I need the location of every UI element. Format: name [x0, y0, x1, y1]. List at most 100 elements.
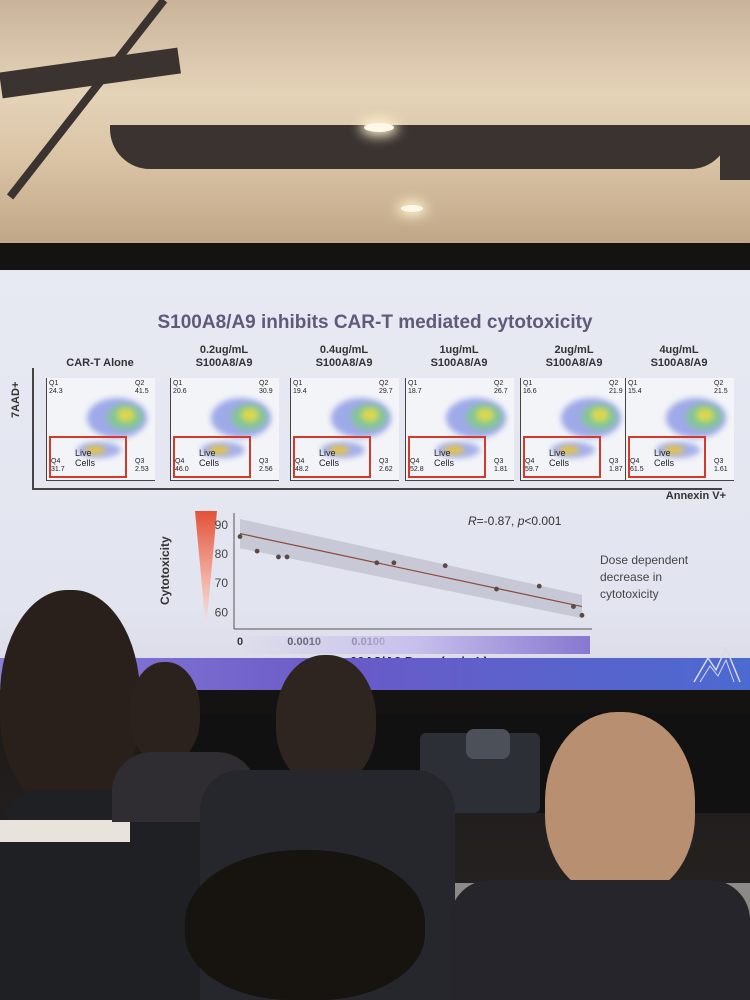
panel-heading: 4ug/mL S100A8/A9 — [615, 344, 743, 370]
stats-p-value: <0.001 — [524, 514, 562, 528]
quadrant-label: Q1 16.6 — [523, 380, 537, 395]
live-cells-box: Live Cells — [523, 436, 601, 478]
y-tick-label: 70 — [215, 576, 229, 590]
note-line: decrease in — [600, 570, 663, 584]
flow-panel: 0.2ug/mL S100A8/A9 Q1 20.6 Q2 30.9 Q4 46.0 Q3 2.5… — [170, 344, 279, 481]
flow-panel: 1ug/mL S100A8/A9 Q1 18.7 Q2 26.7 Q4 52.8 Q3 1.81 L… — [405, 344, 514, 481]
confidence-band — [240, 519, 582, 619]
data-point — [374, 560, 380, 566]
quadrant-label: Q2 21.5 — [714, 380, 728, 395]
cell-density-cloud — [85, 446, 105, 454]
quadrant-label: Q4 52.8 — [410, 458, 424, 473]
panel-heading-line: 4ug/mL — [659, 344, 699, 356]
y-axis-label: 7AAD+ — [10, 381, 22, 418]
data-point — [571, 604, 576, 609]
ceiling-beam — [720, 125, 750, 180]
cell-density-cloud — [444, 446, 464, 454]
audience-head — [185, 850, 425, 1000]
dose-gradient-bar — [238, 636, 590, 654]
live-cells-box: Live Cells — [408, 436, 486, 478]
flow-panel: 2ug/mL S100A8/A9 Q1 16.6 Q2 21.9 Q4 59.7 Q3 1.87 L… — [520, 344, 629, 481]
quadrant-label: Q3 1.61 — [714, 458, 728, 473]
x-axis-label: Annexin V+ — [665, 490, 726, 502]
y-tick-label: 80 — [215, 547, 229, 561]
quadrant-label: Q2 29.7 — [379, 380, 393, 395]
y-tick-label: 90 — [215, 518, 229, 532]
live-cells-label: Live Cells — [654, 448, 675, 468]
live-cells-label: Live Cells — [319, 448, 340, 468]
quadrant-label: Q4 61.5 — [630, 458, 644, 473]
cell-density-cloud — [664, 446, 684, 454]
quadrant-label: Q1 15.4 — [628, 380, 642, 395]
audience-head — [545, 712, 695, 897]
ceiling-beam — [6, 0, 168, 200]
flow-plot: Q1 18.7 Q2 26.7 Q4 52.8 Q3 1.81 Live Cells — [405, 378, 514, 481]
audience-head — [276, 655, 376, 785]
cell-density-cloud — [329, 446, 349, 454]
quadrant-label: Q1 19.4 — [293, 380, 307, 395]
panel-heading-line: S100A8/A9 — [430, 357, 488, 369]
flow-plot: Q1 19.4 Q2 29.7 Q4 48.2 Q3 2.62 Live Cells — [290, 378, 399, 481]
logo-icon — [693, 646, 741, 683]
scatter-svg: 9080706000.00100.01000.10001.00004.0000 — [215, 513, 592, 648]
ceiling-light — [401, 205, 423, 212]
flow-panel: CAR-T Alone Q1 24.3 Q2 41.5 Q4 31.7 Q3 2.53 Live C… — [46, 357, 155, 481]
panel-heading: 0.4ug/mL S100A8/A9 — [280, 344, 408, 370]
quadrant-label: Q2 26.7 — [494, 380, 508, 395]
quadrant-label: Q1 20.6 — [173, 380, 187, 395]
projected-slide: S100A8/A9 inhibits CAR-T mediated cytoto… — [0, 270, 750, 690]
live-cells-label: Live Cells — [199, 448, 220, 468]
flow-plot: Q1 16.6 Q2 21.9 Q4 59.7 Q3 1.87 Live Cells — [520, 378, 629, 481]
y-tick-label: 60 — [215, 605, 229, 619]
quadrant-label: Q4 31.7 — [51, 458, 65, 473]
cell-density-cloud — [241, 408, 259, 422]
flow-panel: 4ug/mL S100A8/A9 Q1 15.4 Q2 21.5 Q4 61.5 Q3 1.61 L… — [625, 344, 734, 481]
data-point — [442, 563, 448, 569]
collar — [0, 820, 130, 842]
data-point — [276, 554, 281, 560]
panel-heading-line: 0.4ug/mL — [319, 344, 369, 356]
data-point — [391, 560, 397, 566]
quadrant-label: Q2 41.5 — [135, 380, 149, 395]
live-cells-box: Live Cells — [628, 436, 706, 478]
cell-density-cloud — [696, 408, 714, 422]
camera-top — [466, 729, 510, 759]
panel-heading-line: 2ug/mL — [554, 344, 594, 356]
panel-heading-line: S100A8/A9 — [545, 357, 603, 369]
data-point — [494, 586, 499, 592]
ceiling — [0, 0, 750, 270]
y-axis-arrow — [32, 368, 34, 488]
note-line: Dose dependent — [600, 553, 689, 567]
quadrant-label: Q2 21.9 — [609, 380, 623, 395]
ceiling-beam — [110, 125, 730, 169]
data-point — [284, 554, 290, 560]
live-cells-box: Live Cells — [173, 436, 251, 478]
panel-heading: 0.2ug/mL S100A8/A9 — [160, 344, 288, 370]
stats-r: R — [468, 514, 477, 528]
cell-density-cloud — [591, 408, 609, 422]
data-point — [536, 583, 542, 589]
correlation-stats: R=-0.87, p<0.001 — [468, 514, 561, 528]
flow-plot: Q1 20.6 Q2 30.9 Q4 46.0 Q3 2.56 Live Cells — [170, 378, 279, 481]
panel-heading: CAR-T Alone — [36, 357, 164, 370]
quadrant-label: Q3 2.62 — [379, 458, 393, 473]
quadrant-label: Q2 30.9 — [259, 380, 273, 395]
cell-density-cloud — [209, 446, 229, 454]
data-point — [237, 534, 243, 539]
quadrant-label: Q1 24.3 — [49, 380, 63, 395]
quadrant-label: Q3 1.87 — [609, 458, 623, 473]
quadrant-label: Q3 2.56 — [259, 458, 273, 473]
flow-plot: Q1 24.3 Q2 41.5 Q4 31.7 Q3 2.53 Live Cells — [46, 378, 155, 481]
regression-line — [239, 533, 583, 608]
flow-panel: 0.4ug/mL S100A8/A9 Q1 19.4 Q2 29.7 Q4 48.2 Q3 2.6… — [290, 344, 399, 481]
flow-plot: Q1 15.4 Q2 21.5 Q4 61.5 Q3 1.61 Live Cells — [625, 378, 734, 481]
data-point — [254, 548, 260, 554]
panel-heading-line: S100A8/A9 — [650, 357, 708, 369]
quadrant-label: Q3 2.53 — [135, 458, 149, 473]
audience-body — [450, 880, 750, 1000]
stats-p: p — [517, 514, 525, 528]
regression-plot: Cytotoxicity 9080706000.00100.01000.1000… — [158, 505, 610, 655]
audience-head — [130, 662, 200, 762]
slide-title: S100A8/A9 inhibits CAR-T mediated cytoto… — [157, 312, 593, 333]
panel-heading-line: 1ug/mL — [439, 344, 479, 356]
